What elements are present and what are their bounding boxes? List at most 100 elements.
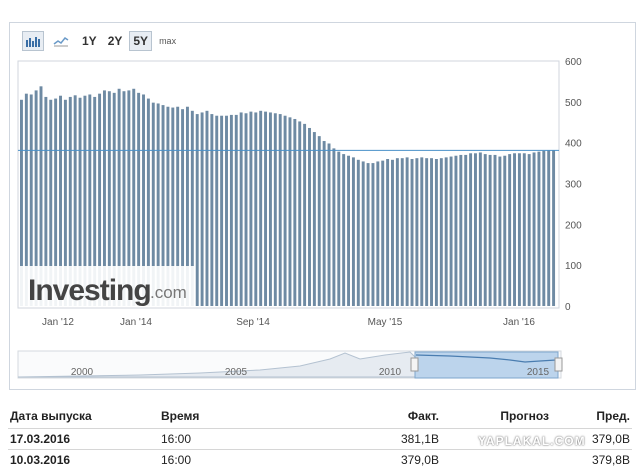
navigator-selection[interactable] xyxy=(414,351,559,379)
bar xyxy=(391,159,394,306)
bar xyxy=(347,155,351,306)
bar xyxy=(454,155,458,306)
bar xyxy=(327,143,331,306)
bar xyxy=(210,114,214,306)
range-2y-button[interactable]: 2Y xyxy=(107,34,123,48)
bar xyxy=(234,114,238,307)
bar xyxy=(161,105,165,306)
navigator-left-handle[interactable] xyxy=(410,357,419,372)
bar xyxy=(278,114,282,306)
bar xyxy=(176,106,180,306)
bar xyxy=(337,151,341,306)
row-previous: 379,0B xyxy=(551,428,632,450)
bar xyxy=(39,86,43,306)
bar xyxy=(332,148,336,306)
bar-chart-icon[interactable] xyxy=(22,31,44,51)
bar xyxy=(112,92,116,306)
row-time: 16:00 xyxy=(159,449,303,470)
x-tick-label: Jan '14 xyxy=(120,317,152,328)
bar xyxy=(54,98,58,306)
table-row: 17.03.2016 16:00 381,1B 379,0B xyxy=(8,428,632,450)
bar xyxy=(356,159,360,306)
y-tick-label: 100 xyxy=(565,261,582,272)
bar xyxy=(547,150,551,306)
bar xyxy=(464,154,468,306)
bar xyxy=(122,91,126,306)
bar xyxy=(430,158,433,306)
bar xyxy=(532,152,536,306)
bar xyxy=(508,154,512,306)
row-date: 10.03.2016 xyxy=(8,449,159,470)
bar xyxy=(78,97,82,306)
navigator-history-area xyxy=(17,351,416,378)
row-previous: 379,8B xyxy=(551,449,632,470)
bar xyxy=(24,93,28,306)
bar xyxy=(181,109,185,307)
bar xyxy=(200,112,204,306)
range-1y-button[interactable]: 1Y xyxy=(82,34,97,48)
bar xyxy=(29,94,33,306)
navigator-selection-line xyxy=(415,354,557,363)
y-tick-label: 600 xyxy=(565,57,582,68)
bar xyxy=(517,153,521,306)
bar xyxy=(503,155,507,306)
bar xyxy=(264,111,268,306)
bar xyxy=(474,153,477,306)
bar xyxy=(366,163,370,306)
watermark: YAPLAKAL.COM xyxy=(478,434,586,448)
y-tick-label: 0 xyxy=(565,302,571,313)
bar xyxy=(34,90,38,307)
bar xyxy=(293,118,297,306)
line-chart-icon[interactable] xyxy=(50,31,72,51)
bar xyxy=(132,88,136,307)
navigator[interactable]: 2000 2005 2010 2015 xyxy=(17,350,563,379)
navigator-years: 2000 2005 2010 2015 xyxy=(71,367,550,378)
bar xyxy=(59,95,62,307)
table-row: 10.03.2016 16:00 379,0B 379,8B xyxy=(8,449,632,470)
y-tick-label: 400 xyxy=(565,139,582,150)
bar xyxy=(283,115,287,306)
bar xyxy=(351,157,355,306)
navigator-year-label: 2000 xyxy=(71,367,94,378)
bar xyxy=(239,112,243,306)
bar xyxy=(361,161,365,306)
header-previous: Пред. xyxy=(596,408,630,423)
x-tick-label: May '15 xyxy=(368,317,403,328)
bar xyxy=(381,160,385,306)
chart-svg: Investing .com 0 100 200 300 400 500 600 Jan '… xyxy=(17,57,582,379)
y-tick-label: 500 xyxy=(565,98,582,109)
bar xyxy=(449,156,453,306)
header-actual: Факт. xyxy=(407,408,439,423)
bar xyxy=(376,161,380,306)
bar xyxy=(63,99,67,306)
bar xyxy=(317,136,321,306)
bar xyxy=(190,110,194,306)
bar xyxy=(220,115,224,306)
navigator-year-label: 2015 xyxy=(527,367,550,378)
bar xyxy=(117,88,121,307)
bar xyxy=(405,157,409,306)
range-max-button[interactable]: max xyxy=(159,36,177,46)
x-axis: Jan '12 Jan '14 Sep '14 May '15 Jan '16 xyxy=(42,317,535,328)
bar xyxy=(288,117,292,306)
bar xyxy=(195,114,199,306)
bar xyxy=(434,159,438,306)
bar xyxy=(68,96,72,307)
bar xyxy=(483,154,487,306)
header-time: Время xyxy=(161,408,200,423)
x-tick-label: Jan '16 xyxy=(503,317,535,328)
bar xyxy=(205,110,209,306)
bar xyxy=(249,111,253,306)
bar xyxy=(127,90,131,307)
bar xyxy=(49,99,53,306)
range-5y-button[interactable]: 5Y xyxy=(129,31,153,51)
bar xyxy=(156,103,160,306)
bar xyxy=(488,154,492,306)
bar xyxy=(146,98,150,306)
bar xyxy=(469,153,473,306)
y-tick-label: 200 xyxy=(565,220,582,231)
bar xyxy=(400,158,404,306)
bar xyxy=(93,96,97,307)
navigator-year-label: 2010 xyxy=(379,367,402,378)
navigator-right-handle[interactable] xyxy=(554,357,563,372)
